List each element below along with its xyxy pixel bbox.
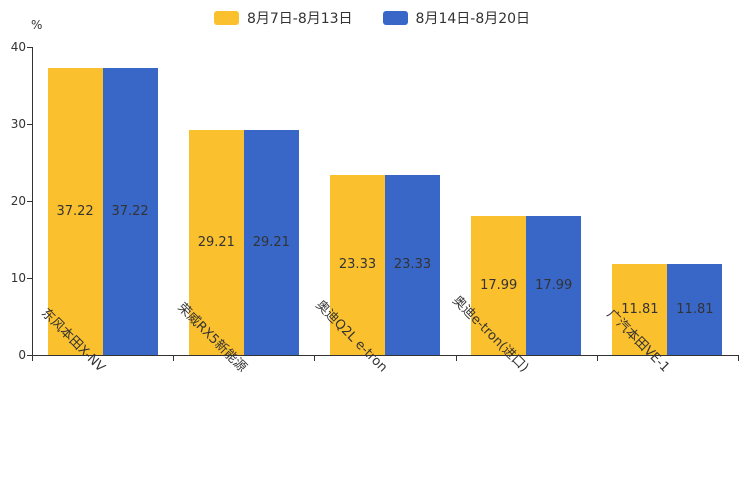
bar-value-label: 23.33: [393, 257, 432, 273]
bar-series0-cat1[interactable]: [188, 130, 244, 355]
y-tick-label: 0: [18, 348, 26, 362]
bar-series0-cat3[interactable]: [471, 216, 527, 355]
x-tick-mark: [314, 356, 316, 361]
bar-value-label: 37.22: [111, 203, 149, 219]
bar-series1-cat0[interactable]: [102, 68, 158, 355]
y-tick-label: 20: [10, 194, 26, 208]
x-tick-mark: [32, 356, 33, 361]
bar-series1-cat1[interactable]: [243, 130, 299, 355]
legend-label: 8月7日-8月13日: [246, 11, 353, 27]
legend-swatch-icon: [213, 11, 239, 25]
plot-area: [32, 47, 739, 356]
bar-value-label: 11.81: [621, 301, 659, 317]
y-tick-label: 40: [10, 40, 26, 54]
bar-value-label: 23.33: [338, 257, 377, 273]
bar-value-label: 29.21: [252, 234, 290, 250]
x-tick-mark: [173, 356, 175, 361]
y-tick-mark: [27, 47, 32, 48]
y-tick-mark: [27, 278, 32, 279]
bar-value-label: 17.99: [535, 277, 573, 293]
bar-series0-cat4[interactable]: [612, 264, 668, 355]
y-axis-unit-label: %: [31, 18, 43, 32]
bar-value-label: 29.21: [197, 234, 235, 250]
y-tick-mark: [27, 201, 32, 202]
bar-series0-cat0[interactable]: [47, 68, 103, 355]
bar-series1-cat4[interactable]: [667, 264, 723, 355]
bar-value-label: 17.99: [480, 277, 518, 293]
bar-series1-cat2[interactable]: [385, 175, 440, 355]
bar-value-label: 37.22: [56, 203, 94, 219]
bar-value-label: 11.81: [676, 301, 714, 317]
legend-item-0[interactable]: 8月7日-8月13日: [213, 8, 353, 28]
y-tick-mark: [27, 355, 32, 356]
bar-series0-cat2[interactable]: [330, 175, 385, 355]
legend-label: 8月14日-8月20日: [415, 11, 531, 27]
x-tick-mark: [455, 356, 457, 361]
bar-series1-cat3[interactable]: [526, 216, 582, 355]
y-tick-label: 10: [10, 271, 26, 285]
x-tick-mark: [738, 356, 739, 361]
x-tick-mark: [596, 356, 598, 361]
legend-item-1[interactable]: 8月14日-8月20日: [382, 8, 531, 28]
chart-legend: 8月7日-8月13日 8月14日-8月20日: [0, 8, 744, 28]
y-tick-mark: [27, 124, 32, 125]
y-tick-label: 30: [10, 117, 26, 131]
legend-swatch-icon: [382, 11, 408, 25]
